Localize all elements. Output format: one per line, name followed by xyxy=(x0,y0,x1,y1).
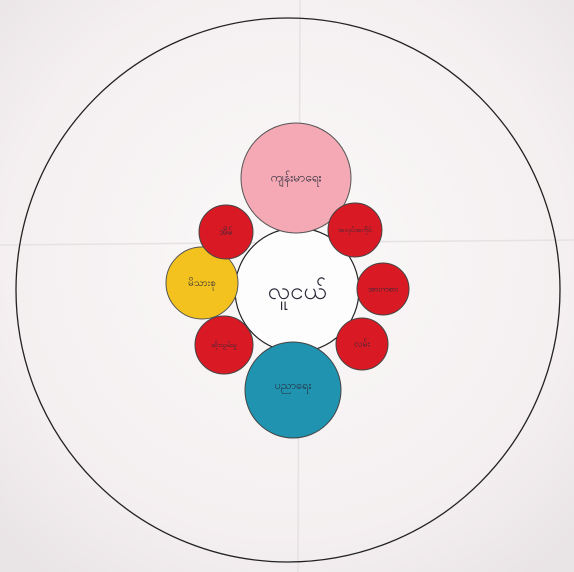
node-label: ဆိုးသွမ်းမှု xyxy=(211,341,237,350)
node-label: လူငယ် xyxy=(267,276,326,310)
node-label: ပညာရေး xyxy=(275,379,312,394)
node-label: မိသားစု xyxy=(188,276,216,291)
node-label: အိမ် xyxy=(219,227,233,238)
diagram: လူငယ် ကျန်းမာရေး ပညာရေး မိသားစု အိမ် အလု… xyxy=(0,0,574,572)
node-label: အားကစား xyxy=(368,285,399,294)
node-label: လမ်း xyxy=(354,339,371,350)
page: လူငယ် ကျန်းမာရေး ပညာရေး မိသားစု အိမ် အလု… xyxy=(0,0,574,572)
node-label: အလုပ်အကိုင် xyxy=(338,226,373,235)
